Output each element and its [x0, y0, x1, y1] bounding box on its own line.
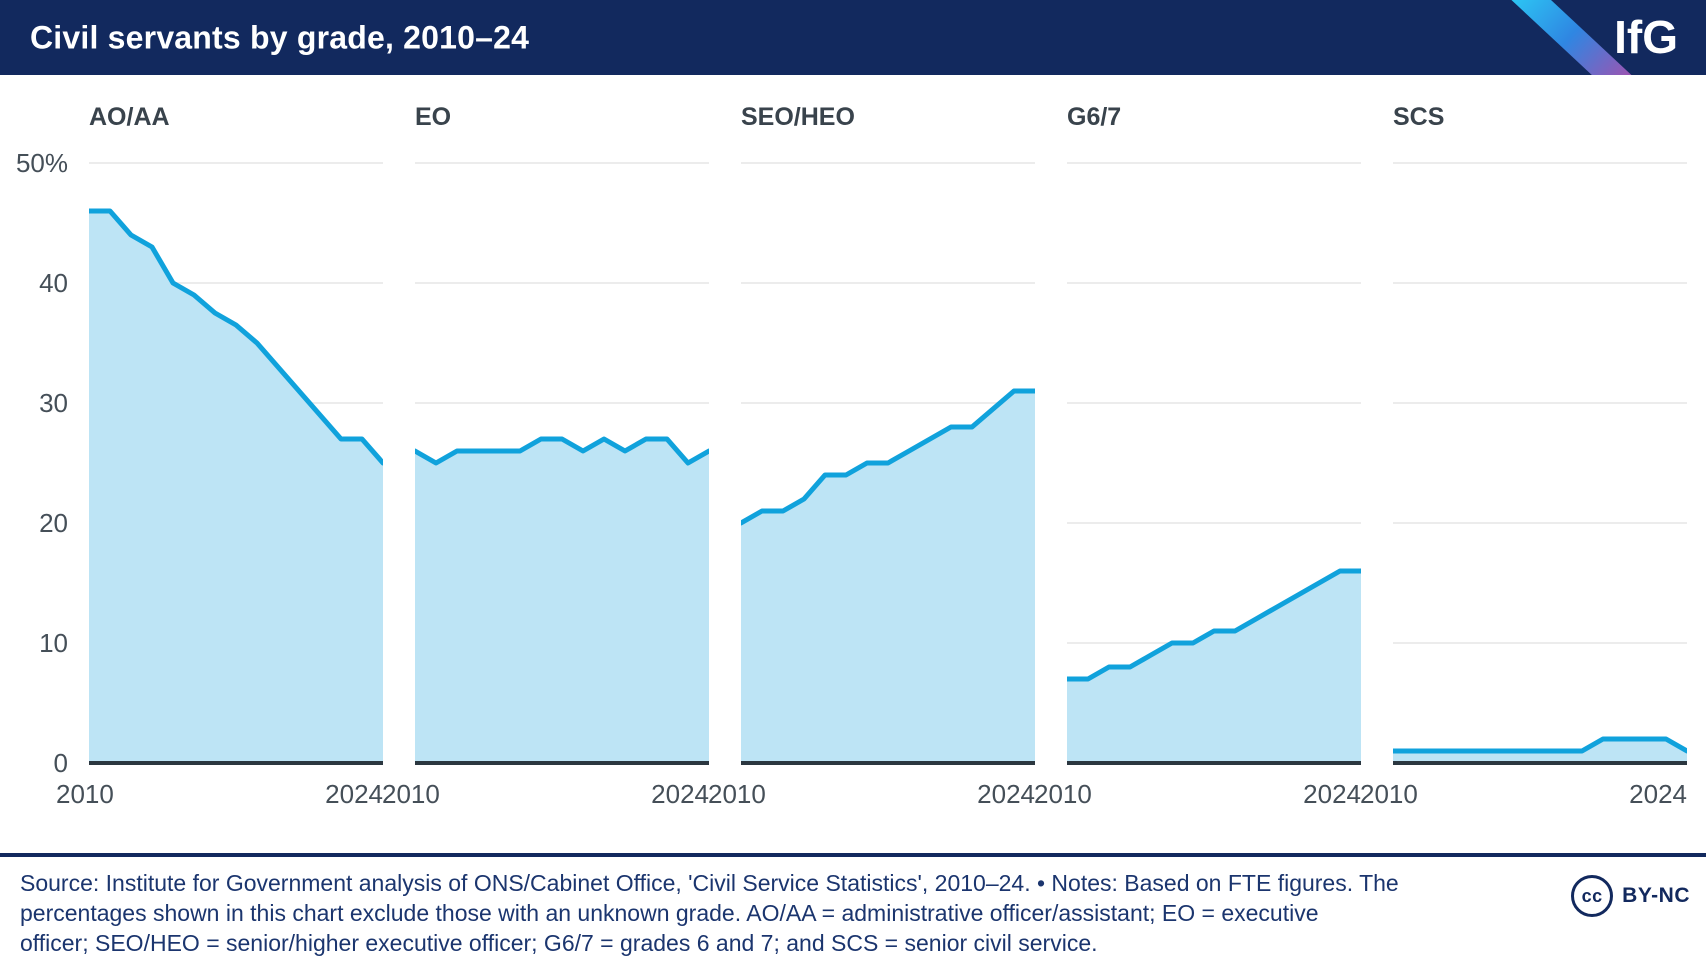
x-axis-labels: 2010 2024 — [382, 779, 709, 810]
series-area — [415, 439, 709, 763]
series-line — [415, 436, 709, 466]
panel-seo-heo: SEO/HEO 2010 2024 — [708, 75, 1035, 810]
panel-title: SEO/HEO — [741, 103, 855, 131]
series-line — [1393, 736, 1687, 754]
x-tick-start: 2010 — [56, 779, 114, 809]
source-note: Source: Institute for Government analysi… — [20, 868, 1460, 958]
series-line — [741, 388, 1035, 526]
y-tick-label: 20 — [39, 508, 68, 538]
panel-ao-aa: AO/AA 2010 2024 — [56, 75, 383, 810]
series-area — [741, 391, 1035, 763]
panel-title: AO/AA — [89, 103, 170, 131]
y-tick-label: 30 — [39, 388, 68, 418]
area-chart-scs — [1393, 162, 1687, 765]
source-line: officer; SEO/HEO = senior/higher executi… — [20, 930, 1098, 956]
creative-commons-icon: cc — [1571, 875, 1614, 917]
series-line — [1067, 568, 1361, 682]
panel-title: EO — [415, 103, 452, 131]
panel-title: G6/7 — [1067, 103, 1122, 131]
x-tick-end: 2024 — [325, 779, 383, 809]
license-badge: cc BY-NC — [1571, 875, 1690, 917]
area-chart-g6-7 — [1067, 162, 1361, 765]
small-multiples-chart: 50% 40 30 20 10 0 AO/AA 2010 2024 EO 2010 2024 SEO/… — [0, 75, 1706, 815]
area-chart-eo — [415, 162, 709, 765]
title-bar: Civil servants by grade, 2010–24 IfG — [0, 0, 1706, 75]
x-tick-start: 2010 — [708, 779, 766, 809]
y-tick-label: 40 — [39, 268, 68, 298]
panel-eo: EO 2010 2024 — [382, 75, 709, 810]
area-chart-seo-heo — [741, 162, 1035, 765]
x-axis-labels: 2010 2024 — [1034, 779, 1361, 810]
x-tick-start: 2010 — [1034, 779, 1092, 809]
license-label: BY-NC — [1622, 884, 1690, 907]
series-area — [89, 211, 383, 763]
x-tick-end: 2024 — [1303, 779, 1361, 809]
x-axis-labels: 2010 2024 — [708, 779, 1035, 810]
x-tick-start: 2010 — [382, 779, 440, 809]
series-line — [89, 208, 383, 466]
y-tick-label: 10 — [39, 628, 68, 658]
source-line: percentages shown in this chart exclude … — [20, 900, 1319, 926]
panel-title: SCS — [1393, 103, 1445, 131]
chart-panels: AO/AA 2010 2024 EO 2010 2024 SEO/HEO 2010 2024 G6… — [56, 75, 1687, 810]
x-axis-labels: 2010 2024 — [1360, 779, 1687, 810]
x-tick-end: 2024 — [651, 779, 709, 809]
x-tick-end: 2024 — [977, 779, 1035, 809]
y-tick-label: 0 — [53, 748, 68, 778]
series-area — [1067, 571, 1361, 763]
panel-scs: SCS 2010 2024 — [1360, 75, 1687, 810]
ifg-logo: IfG — [1614, 10, 1678, 63]
area-chart-ao-aa — [89, 162, 383, 765]
panel-g6-7: G6/7 2010 2024 — [1034, 75, 1361, 810]
footer: Source: Institute for Government analysi… — [0, 853, 1706, 972]
x-axis-labels: 2010 2024 — [56, 779, 383, 810]
y-tick-label: 50% — [15, 148, 68, 178]
x-tick-start: 2010 — [1360, 779, 1418, 809]
source-line: Source: Institute for Government analysi… — [20, 870, 1399, 896]
x-tick-end: 2024 — [1629, 779, 1687, 809]
page-title: Civil servants by grade, 2010–24 — [30, 19, 530, 55]
